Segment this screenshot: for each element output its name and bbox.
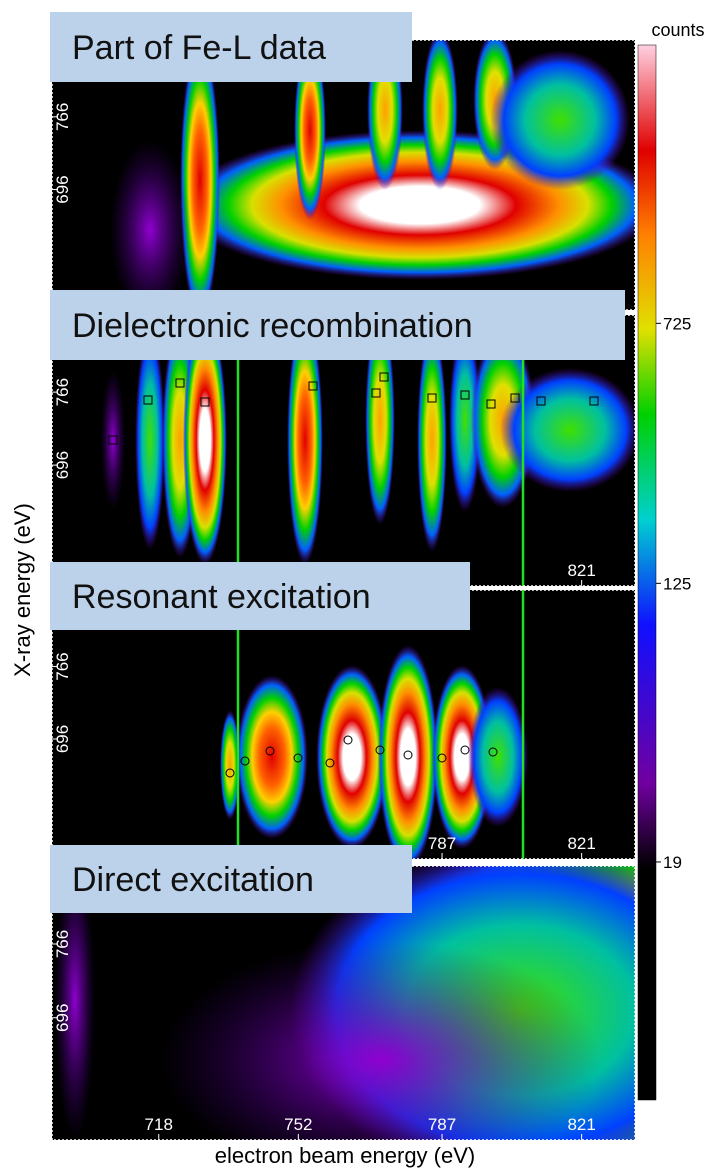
- panel-frame: [51, 589, 636, 860]
- intensity-region: [417, 328, 447, 552]
- heatmap-image: [55, 866, 635, 1140]
- feature-marker: [427, 393, 437, 403]
- feature-marker: [403, 750, 413, 760]
- title-box: [50, 290, 625, 360]
- y-tick-label: 696: [53, 451, 72, 479]
- feature-marker: [486, 399, 496, 409]
- heatmap-image: [220, 590, 528, 859]
- feature-marker: [488, 747, 498, 757]
- intensity-region: [236, 675, 308, 839]
- y-tick-label: 766: [53, 378, 72, 406]
- intensity-region: [160, 940, 600, 1140]
- intensity-region: [135, 330, 165, 550]
- colorbar-title: counts: [651, 20, 704, 40]
- panel-frame: [51, 865, 636, 1141]
- colorbar-tick-label: 725: [663, 314, 691, 333]
- title-box: [50, 12, 412, 82]
- intensity-region: [422, 40, 458, 190]
- feature-marker: [225, 768, 235, 778]
- intensity-region: [110, 140, 190, 310]
- colorbar-scale: [637, 44, 657, 1101]
- y-tick-label: 696: [53, 725, 72, 753]
- feature-marker: [460, 390, 470, 400]
- intensity-region: [316, 665, 388, 849]
- title-box: [50, 562, 470, 630]
- feature-marker: [343, 735, 353, 745]
- y-tick-label: 766: [53, 103, 72, 131]
- feature-marker: [293, 753, 303, 763]
- feature-marker: [375, 745, 385, 755]
- x-tick-label: 821: [567, 561, 595, 580]
- intensity-region: [378, 645, 438, 859]
- heatmap-panel: 696766830: [51, 36, 636, 311]
- feature-marker: [308, 381, 318, 391]
- intensity-region: [365, 315, 395, 525]
- heatmap-image: [110, 40, 635, 310]
- panel-title: Resonant excitation: [72, 578, 371, 616]
- y-tick-label: 696: [53, 175, 72, 203]
- x-tick-label: 787: [428, 1115, 456, 1134]
- heatmap-panel: 696766830787821: [51, 586, 636, 860]
- feature-marker: [325, 758, 335, 768]
- feature-marker: [143, 395, 153, 405]
- intensity-region: [449, 328, 481, 512]
- panel-title: Part of Fe-L data: [72, 29, 326, 67]
- x-tick-label: 718: [145, 1115, 173, 1134]
- intensity-region: [287, 315, 323, 565]
- y-tick-label: 766: [53, 652, 72, 680]
- feature-marker: [379, 372, 389, 382]
- intensity-region: [490, 50, 630, 190]
- heatmap-panel: 696766830821: [51, 311, 636, 587]
- feature-marker: [460, 745, 470, 755]
- x-tick-label: 821: [567, 834, 595, 853]
- feature-marker: [371, 388, 381, 398]
- y-axis-label: X-ray energy (eV): [10, 503, 35, 677]
- intensity-region: [101, 370, 125, 510]
- intensity-region: [468, 687, 528, 827]
- intensity-region: [220, 710, 240, 820]
- panel-title: Direct excitation: [72, 861, 314, 899]
- intensity-region: [500, 368, 635, 492]
- feature-marker: [510, 393, 520, 403]
- intensity-region: [55, 866, 95, 1140]
- feature-marker: [536, 396, 546, 406]
- colorbar-tick-label: 125: [663, 574, 691, 593]
- feature-marker: [265, 746, 275, 756]
- intensity-region: [294, 40, 326, 220]
- y-tick-label: 696: [53, 1004, 72, 1032]
- intensity-region: [180, 40, 220, 310]
- feature-marker: [175, 378, 185, 388]
- y-tick-label: 766: [53, 930, 72, 958]
- overlays: Part of Fe-L data Dielectronic recombinat…: [50, 12, 705, 1101]
- feature-marker: [108, 435, 118, 445]
- x-tick-label: 752: [284, 1115, 312, 1134]
- title-box: [50, 845, 412, 913]
- colorbar: counts 19 125 725: [637, 20, 705, 1101]
- x-axis-label: electron beam energy (eV): [215, 1143, 475, 1168]
- feature-marker: [589, 396, 599, 406]
- colorbar-tick-label: 19: [663, 853, 682, 872]
- feature-marker: [240, 756, 250, 766]
- x-tick-label: 787: [428, 834, 456, 853]
- feature-marker: [437, 753, 447, 763]
- feature-marker: [200, 397, 210, 407]
- panel-title: Dielectronic recombination: [72, 307, 473, 345]
- x-tick-label: 821: [567, 1115, 595, 1134]
- heatmap-image: [101, 315, 635, 586]
- intensity-region: [183, 315, 227, 565]
